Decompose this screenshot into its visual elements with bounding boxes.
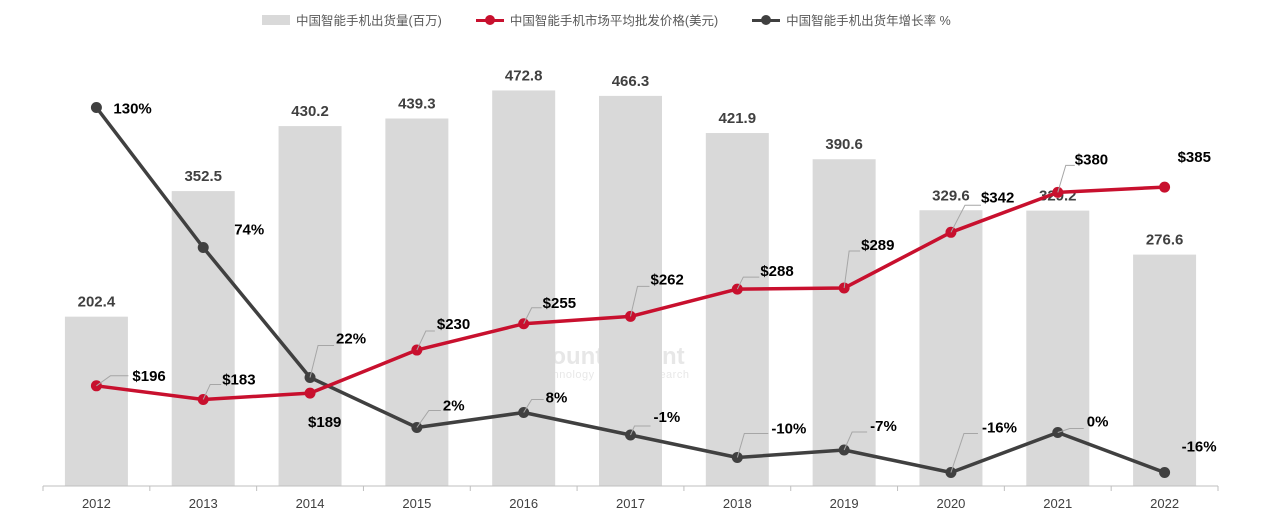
x-tick-label-2022: 2022 — [1150, 496, 1179, 511]
price-label-2021: $380 — [1075, 151, 1108, 168]
price-leader-2016 — [523, 307, 542, 324]
bar-2018 — [705, 133, 769, 487]
growth-label-2013: 74% — [234, 222, 264, 239]
price-label-2014: $189 — [308, 414, 341, 431]
legend-swatch-shipments — [262, 14, 290, 25]
bar-label-2022: 276.6 — [1146, 232, 1184, 249]
price-label-2015: $230 — [437, 316, 470, 333]
bar-2012 — [64, 316, 128, 486]
bar-label-2018: 421.9 — [719, 110, 757, 127]
price-label-2017: $262 — [651, 271, 684, 288]
x-tick-label-2015: 2015 — [402, 496, 431, 511]
growth-label-2017: -1% — [654, 409, 681, 426]
growth-label-2018: -10% — [771, 421, 806, 438]
price-point-2022 — [1159, 181, 1171, 193]
price-leader-2018 — [736, 276, 760, 290]
bar-label-2020: 329.6 — [932, 187, 970, 204]
legend-item-growth: 中国智能手机出货年增长率 % — [752, 10, 951, 29]
price-leader-2021 — [1057, 164, 1075, 193]
price-point-2014 — [304, 387, 316, 399]
legend-item-shipments: 中国智能手机出货量(百万) — [262, 10, 442, 29]
bar-2013 — [171, 191, 235, 486]
bar-label-2015: 439.3 — [398, 95, 436, 112]
price-label-2020: $342 — [981, 189, 1014, 206]
growth-label-2020: -16% — [982, 420, 1017, 437]
bar-2017 — [599, 95, 662, 486]
x-tick-label-2012: 2012 — [82, 496, 111, 511]
x-tick-label-2020: 2020 — [936, 496, 965, 511]
growth-label-2014: 22% — [336, 331, 366, 348]
growth-leader-2021 — [1057, 428, 1084, 433]
growth-label-2012: 130% — [113, 101, 151, 118]
growth-leader-2017 — [630, 425, 651, 436]
growth-leader-2019 — [843, 431, 868, 451]
growth-leader-2018 — [736, 433, 769, 458]
legend-item-price: 中国智能手机市场平均批发价格(美元) — [475, 10, 719, 29]
legend-label-shipments: 中国智能手机出货量(百万) — [296, 14, 442, 28]
x-tick-label-2013: 2013 — [189, 496, 218, 511]
bar-label-2014: 430.2 — [291, 103, 329, 120]
growth-label-2015: 2% — [443, 398, 465, 415]
price-leader-2020 — [950, 204, 981, 233]
bar-2022 — [1133, 254, 1197, 486]
price-label-2022: $385 — [1178, 149, 1211, 166]
bar-2014 — [278, 126, 342, 487]
bar-label-2016: 472.8 — [505, 67, 543, 84]
growth-leader-2015 — [416, 410, 441, 428]
growth-point-2012 — [90, 102, 102, 113]
price-leader-2015 — [416, 330, 435, 351]
growth-leader-2016 — [523, 399, 544, 413]
growth-leader-2014 — [309, 345, 335, 378]
bar-2021 — [1026, 210, 1090, 486]
growth-point-2022 — [1159, 467, 1171, 478]
price-label-2018: $288 — [760, 263, 793, 280]
bar-label-2019: 390.6 — [825, 136, 863, 153]
price-leader-2017 — [630, 285, 650, 317]
x-tick-label-2016: 2016 — [509, 496, 538, 511]
growth-leader-2020 — [950, 433, 978, 473]
price-label-2016: $255 — [543, 295, 576, 312]
price-leader-2013 — [202, 383, 222, 400]
bar-2020 — [919, 210, 983, 486]
x-tick-label-2014: 2014 — [296, 496, 325, 511]
legend-swatch-growth — [752, 14, 781, 25]
bar-label-2017: 466.3 — [612, 73, 650, 90]
growth-label-2016: 8% — [546, 390, 568, 407]
x-tick-label-2018: 2018 — [723, 496, 752, 511]
bar-2016 — [492, 90, 556, 487]
growth-label-2019: -7% — [870, 418, 897, 435]
legend: 中国智能手机出货量(百万) 中国智能手机市场平均批发价格(美元) 中国智能手机出… — [262, 10, 951, 29]
growth-point-2013 — [197, 242, 209, 253]
price-label-2012: $196 — [132, 368, 165, 385]
bar-2019 — [812, 159, 876, 486]
price-label-2019: $289 — [861, 237, 894, 254]
bar-label-2013: 352.5 — [184, 168, 222, 185]
x-tick-label-2019: 2019 — [830, 496, 859, 511]
bar-label-2012: 202.4 — [78, 294, 116, 311]
x-tick-label-2021: 2021 — [1043, 496, 1072, 511]
legend-swatch-price — [475, 14, 504, 25]
price-leader-2019 — [843, 250, 861, 289]
price-leader-2012 — [96, 375, 129, 387]
growth-label-2021: 0% — [1087, 414, 1109, 431]
legend-label-price: 中国智能手机市场平均批发价格(美元) — [509, 14, 719, 28]
price-label-2013: $183 — [222, 371, 255, 388]
x-tick-label-2017: 2017 — [616, 496, 645, 511]
growth-label-2022: -16% — [1182, 439, 1217, 456]
legend-label-growth: 中国智能手机出货年增长率 % — [786, 14, 951, 28]
